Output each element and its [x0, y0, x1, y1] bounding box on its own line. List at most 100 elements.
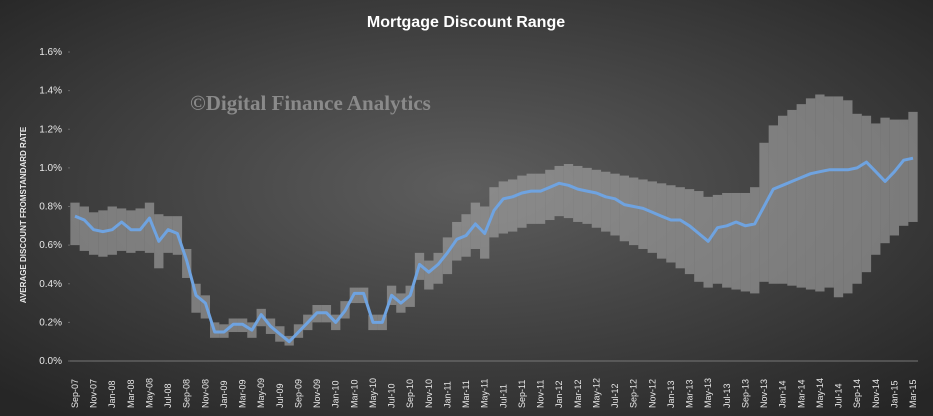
range-bar — [442, 237, 453, 275]
range-bar — [582, 167, 592, 224]
range-bar — [675, 187, 685, 269]
y-axis-label: AVERAGE DISCOUNT FROMSTANDARD RATE — [19, 126, 28, 303]
range-bar — [126, 210, 136, 253]
x-tick-label: May-11 — [480, 379, 490, 408]
range-bar — [777, 115, 788, 284]
range-bar — [591, 169, 602, 228]
y-tick-label: 0.8% — [39, 202, 62, 213]
range-bar — [610, 173, 620, 236]
x-tick-label: Jul-10 — [387, 383, 397, 408]
range-bar — [98, 210, 108, 257]
range-bar — [656, 183, 667, 259]
range-bar — [768, 125, 778, 284]
range-bar — [824, 96, 834, 288]
x-tick-label: Mar-10 — [349, 379, 359, 408]
range-bar — [740, 192, 751, 292]
range-bar — [712, 194, 723, 284]
range-bar — [554, 165, 564, 217]
x-tick-label: Jul-11 — [498, 384, 508, 408]
x-tick-label: May-09 — [256, 378, 266, 408]
range-bar — [833, 96, 844, 298]
x-tick-label: Mar-12 — [573, 379, 583, 408]
x-tick-label: Nov-13 — [759, 379, 769, 408]
range-bar — [563, 164, 574, 219]
x-tick-label: Sep-10 — [405, 379, 415, 408]
range-bar — [517, 175, 527, 228]
range-bar — [796, 104, 806, 288]
x-tick-label: Mar-15 — [908, 379, 918, 408]
range-bar — [684, 189, 695, 275]
range-bar — [843, 100, 853, 294]
x-tick-label: Jul-09 — [275, 383, 285, 408]
x-tick-label: Jul-14 — [834, 383, 844, 408]
range-bar — [424, 260, 434, 290]
range-bar — [815, 94, 825, 292]
x-tick-label: Sep-07 — [70, 379, 80, 408]
y-tick-label: 0.2% — [39, 317, 62, 328]
y-tick-label: 0.0% — [39, 356, 62, 367]
x-tick-label: Mar-14 — [796, 379, 806, 408]
x-tick-label: Jul-08 — [163, 383, 173, 408]
range-bar — [526, 173, 536, 224]
range-bar — [731, 192, 741, 290]
x-tick-label: Nov-07 — [89, 379, 99, 408]
range-bar — [70, 202, 80, 246]
range-bar — [144, 202, 155, 253]
watermark: ©Digital Finance Analytics — [190, 91, 431, 115]
range-bar — [889, 119, 900, 236]
x-tick-label: May-14 — [815, 378, 825, 408]
x-tick-label: Jan-11 — [442, 381, 452, 408]
x-tick-label: Sep-14 — [852, 379, 862, 408]
x-tick-label: Sep-13 — [740, 379, 750, 408]
range-bar — [629, 177, 639, 246]
x-tick-label: Nov-09 — [312, 379, 322, 408]
range-bar — [601, 171, 611, 232]
x-tick-label: Jan-13 — [666, 380, 676, 408]
range-bar — [573, 165, 583, 222]
range-bar — [638, 179, 648, 249]
range-bar — [191, 283, 201, 313]
x-tick-label: Mar-09 — [238, 379, 248, 408]
x-tick-label: Jan-15 — [889, 380, 899, 408]
x-tick-label: Nov-12 — [647, 379, 657, 408]
range-bar — [433, 252, 443, 284]
x-tick-label: Nov-11 — [536, 380, 546, 408]
range-bar — [899, 119, 909, 226]
range-bar — [498, 181, 508, 234]
x-tick-label: Jan-08 — [107, 380, 117, 408]
range-bar — [908, 111, 918, 222]
y-tick-label: 1.2% — [39, 124, 62, 135]
range-bar — [619, 175, 630, 242]
x-tick-label: May-08 — [144, 378, 154, 408]
x-tick-label: Sep-12 — [629, 379, 639, 408]
x-tick-label: Sep-09 — [293, 379, 303, 408]
range-bar — [256, 308, 266, 327]
range-bar — [852, 113, 862, 284]
x-tick-label: Jan-10 — [331, 380, 341, 408]
x-tick-label: Jul-12 — [610, 383, 620, 408]
y-tick-label: 0.6% — [39, 240, 62, 251]
mean-line — [74, 156, 914, 344]
x-tick-label: May-10 — [368, 378, 378, 408]
range-bar — [666, 185, 676, 263]
x-tick-label: Jul-13 — [722, 383, 732, 408]
y-tick-label: 0.4% — [39, 279, 62, 290]
x-tick-label: Nov-08 — [200, 379, 210, 408]
range-bar — [805, 98, 816, 290]
chart-title: Mortgage Discount Range — [367, 14, 565, 31]
x-tick-label: May-12 — [591, 378, 601, 408]
range-bar — [535, 173, 546, 224]
range-bar — [694, 191, 704, 282]
range-bar — [79, 206, 89, 251]
x-tick-label: Nov-14 — [871, 379, 881, 408]
x-tick-label: Mar-13 — [685, 379, 695, 408]
range-bar — [750, 187, 760, 294]
range-bar — [871, 123, 881, 255]
y-tick-label: 1.6% — [39, 47, 62, 58]
range-bar — [861, 115, 872, 273]
x-tick-label: Jan-14 — [778, 380, 788, 408]
x-tick-label: Mar-11 — [461, 380, 471, 408]
x-tick-label: Jan-12 — [554, 380, 564, 408]
range-bar — [647, 181, 657, 253]
